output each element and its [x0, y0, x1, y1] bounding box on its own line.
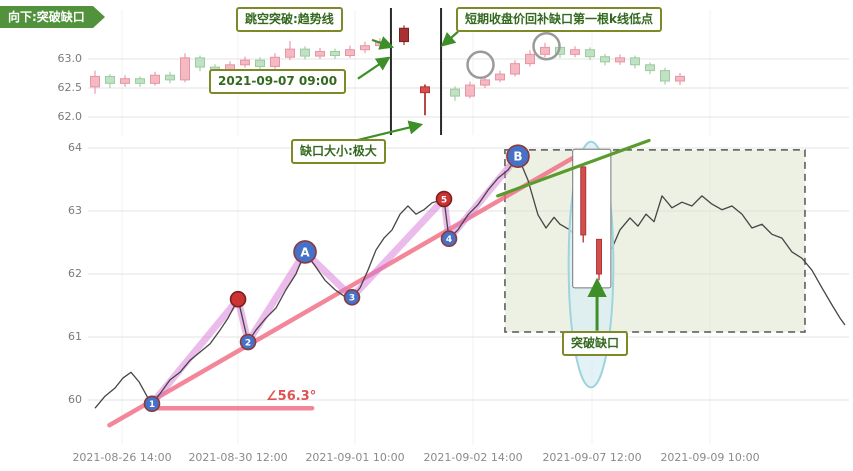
candle: [285, 48, 295, 58]
x-axis-tick: 2021-08-30 12:00: [188, 451, 288, 464]
bottom-y-tick: 64: [68, 141, 82, 154]
pivot-marker: 1: [143, 395, 161, 413]
candle: [300, 48, 310, 57]
pivot-marker: 3: [343, 289, 361, 306]
x-axis-tick: 2021-09-09 10:00: [660, 451, 760, 464]
angle-label: ∠56.3°: [266, 389, 317, 404]
svg-text:2: 2: [245, 338, 251, 348]
x-axis-tick: 2021-08-26 14:00: [72, 451, 172, 464]
callout-datetime: 2021-09-07 09:00: [209, 69, 347, 94]
pivot-marker: 2: [239, 333, 257, 351]
bottom-y-tick: 62: [68, 267, 82, 280]
inset-panel: [572, 148, 612, 289]
pivot-marker: 5: [435, 190, 453, 208]
callout-gap-breakout-trendline: 跳空突破:趋势线: [236, 7, 343, 32]
pivot-marker: [229, 290, 247, 308]
bottom-y-tick: 61: [68, 330, 82, 343]
candle: [540, 46, 550, 55]
annotation-arrow: [357, 56, 391, 80]
callout-short-term-close: 短期收盘价回补缺口第一根k线低点: [456, 7, 662, 32]
svg-text:B: B: [513, 150, 522, 164]
direction-ribbon: 向下:突破缺口: [0, 6, 105, 28]
candle: [570, 49, 580, 55]
candle: [90, 75, 100, 88]
candle: [345, 49, 355, 57]
candle: [660, 70, 670, 82]
candle: [150, 74, 160, 84]
svg-text:1: 1: [149, 400, 155, 410]
candle: [495, 73, 505, 81]
candle: [135, 78, 145, 84]
pivot-marker: A: [293, 240, 317, 264]
inset-candle: [596, 238, 603, 275]
trend-line-green: [496, 138, 651, 198]
svg-text:A: A: [300, 245, 310, 259]
callout-gap-size: 缺口大小:极大: [291, 139, 386, 164]
candle: [675, 75, 685, 82]
pivot-marker: B: [506, 144, 530, 168]
highlight-circle: [466, 50, 495, 80]
candle: [255, 59, 265, 68]
x-axis-tick: 2021-09-01 10:00: [305, 451, 405, 464]
candle: [600, 56, 610, 63]
candle: [120, 78, 130, 84]
svg-text:5: 5: [441, 195, 447, 205]
candle: [105, 75, 115, 84]
candle: [165, 74, 175, 81]
svg-text:3: 3: [349, 294, 355, 304]
candle: [525, 53, 535, 65]
candle: [195, 57, 205, 68]
candle: [270, 56, 280, 68]
top-y-tick: 63.0: [57, 52, 83, 65]
candle: [450, 88, 460, 97]
inset-candle: [580, 166, 587, 236]
pivot-marker: 4: [440, 230, 458, 248]
candle: [180, 57, 190, 81]
bottom-y-tick: 63: [68, 204, 82, 217]
ribbon-arrow-icon: [92, 6, 105, 28]
candle: [315, 50, 325, 57]
annotation-arrow: [371, 36, 395, 50]
candle: [480, 79, 490, 86]
candle: [615, 57, 625, 63]
candle: [240, 59, 250, 66]
highlight-circle: [532, 31, 561, 61]
x-axis-tick: 2021-09-07 12:00: [542, 451, 642, 464]
candle: [360, 45, 370, 51]
candle: [399, 27, 409, 43]
bottom-y-tick: 60: [68, 393, 82, 406]
top-y-tick: 62.5: [57, 81, 83, 94]
direction-ribbon-label: 向下:突破缺口: [8, 10, 85, 24]
candle: [465, 84, 475, 97]
svg-text:4: 4: [446, 235, 452, 245]
candle: [510, 63, 520, 75]
top-y-tick: 62.0: [57, 110, 83, 123]
analysis-box: [504, 149, 806, 333]
candle: [330, 50, 340, 57]
annotation-arrow: [440, 30, 459, 47]
price-line: [94, 155, 846, 409]
candle: [645, 64, 655, 72]
x-axis-tick: 2021-09-02 14:00: [423, 451, 523, 464]
candle: [585, 49, 595, 58]
candle: [630, 57, 640, 66]
callout-breakout-gap: 突破缺口: [562, 331, 629, 356]
candle: [420, 86, 430, 94]
trend-line-pink: [107, 155, 575, 428]
top-candlesticks: [90, 25, 685, 116]
